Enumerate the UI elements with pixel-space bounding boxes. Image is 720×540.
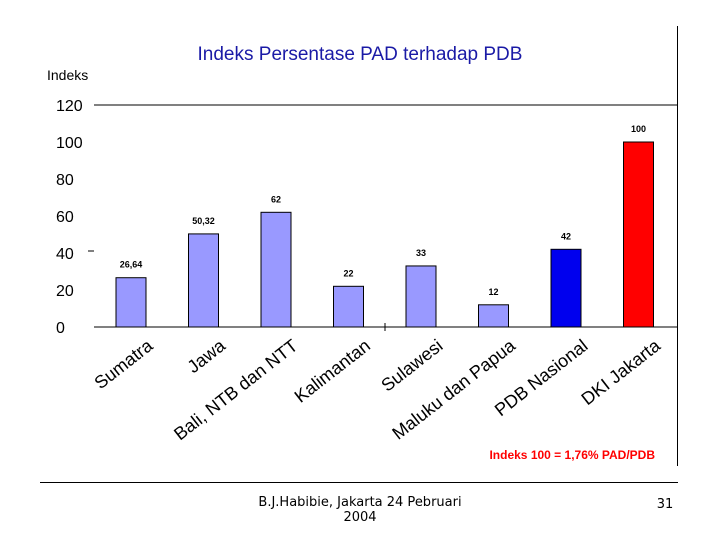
y-tick-label: 40 [56, 246, 74, 263]
x-category-label: Sulawesi [377, 335, 446, 395]
y-tick-label: 0 [56, 320, 65, 337]
bar-value-label: 50,32 [192, 216, 215, 226]
bar [260, 211, 292, 328]
y-tick-label: 20 [56, 283, 74, 300]
y-tick-label: 100 [56, 135, 83, 152]
y-axis-label: Indeks [47, 67, 88, 83]
y-tick-label: 80 [56, 172, 74, 189]
bar-value-label: 26,64 [120, 260, 143, 270]
bar-value-label: 12 [488, 287, 498, 297]
x-category-label: Bali, NTB dan NTT [170, 335, 301, 444]
bar [188, 233, 219, 328]
bar [478, 304, 509, 328]
slide-frame-bottom-line [40, 482, 678, 483]
bar [550, 248, 582, 328]
bar [115, 277, 147, 328]
bar-value-label: 42 [561, 231, 571, 241]
bar-value-label: 100 [631, 124, 646, 134]
x-category-label: Maluku dan Papua [388, 335, 519, 444]
bar [623, 141, 654, 328]
bar-value-label: 22 [343, 268, 353, 278]
y-tick-label: 60 [56, 209, 74, 226]
bar [333, 285, 364, 328]
footer-author-line1: B.J.Habibie, Jakarta 24 Pebruari [258, 495, 462, 510]
footer-author: B.J.Habibie, Jakarta 24 Pebruari 2004 [240, 495, 480, 525]
footer-author-line2: 2004 [343, 510, 377, 525]
x-category-label: DKI Jakarta [578, 335, 665, 409]
x-category-label: Kalimantan [291, 335, 374, 406]
chart-title: Indeks Persentase PAD terhadap PDB [198, 44, 523, 65]
bar-value-label: 62 [271, 194, 281, 204]
x-category-label: Sumatra [91, 335, 158, 393]
bar-value-label: 33 [416, 248, 426, 258]
page-number: 31 [656, 497, 674, 512]
bar [405, 265, 437, 328]
y-tick-label: 120 [56, 98, 83, 115]
index-note: Indeks 100 = 1,76% PAD/PDB [489, 448, 655, 462]
x-category-label: Jawa [184, 335, 230, 377]
slide-frame-right-line [677, 26, 678, 466]
